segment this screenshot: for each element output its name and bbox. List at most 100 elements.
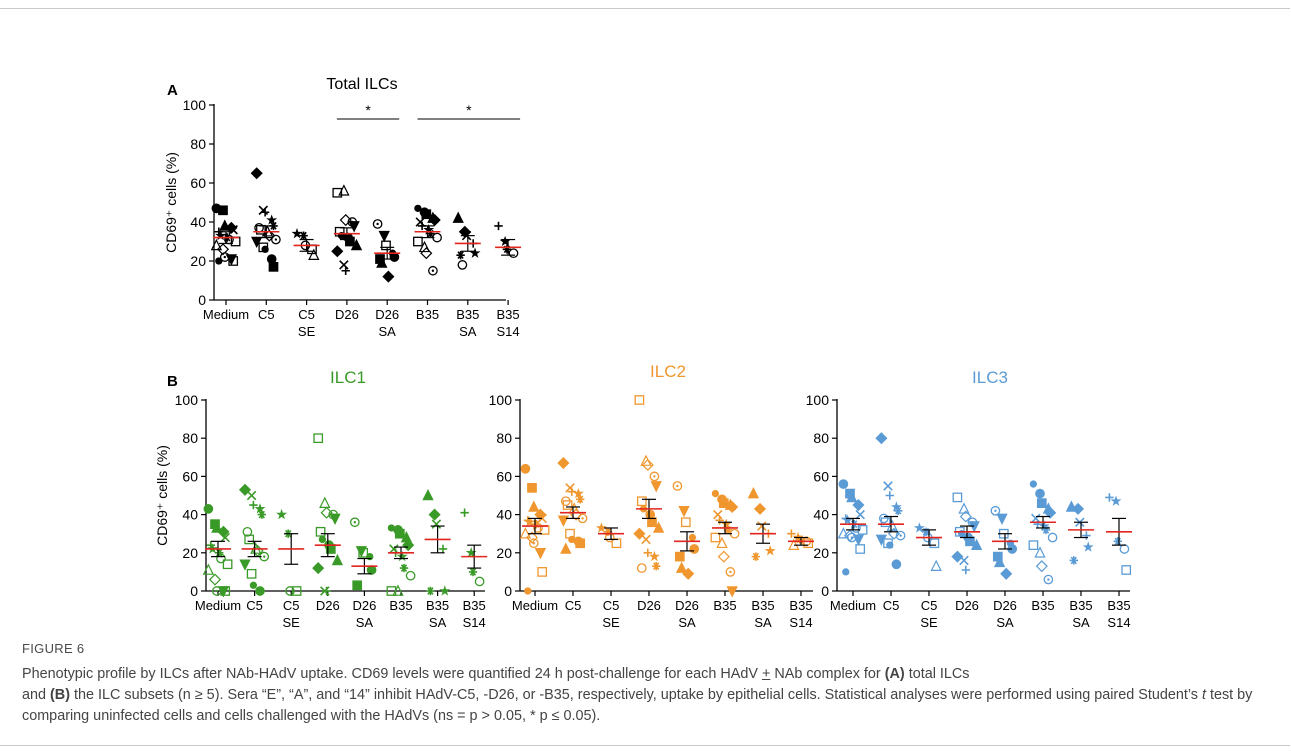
- data-point: [525, 531, 539, 544]
- data-point: [339, 260, 349, 270]
- y-tick-label: 60: [182, 468, 198, 484]
- data-point: [250, 167, 263, 180]
- x-tick-label: Medium: [203, 307, 249, 322]
- x-tick-label: C5: [246, 598, 263, 613]
- data-point: [965, 536, 975, 547]
- x-tick-label: Medium: [830, 598, 876, 613]
- data-point: [875, 432, 888, 445]
- data-point: [502, 245, 512, 254]
- point-dot: [223, 255, 226, 259]
- data-point: [315, 526, 326, 537]
- data-point: [312, 562, 325, 575]
- data-point: [567, 487, 576, 496]
- data-point: [557, 515, 570, 527]
- figure-frame: [0, 8, 1290, 746]
- data-point: [421, 209, 432, 220]
- data-point: [329, 513, 341, 525]
- data-point: [751, 552, 760, 561]
- data-point: [339, 214, 352, 227]
- data-point: [211, 521, 223, 533]
- data-point: [372, 219, 383, 229]
- data-point: [842, 514, 854, 525]
- data-point: [921, 527, 931, 536]
- data-point: [291, 227, 303, 239]
- data-point: [519, 527, 532, 539]
- caption-plus-minus: +: [761, 666, 771, 682]
- data-point: [318, 535, 327, 544]
- data-point: [210, 238, 223, 251]
- data-point: [394, 528, 405, 539]
- caption-text-4: and: [22, 687, 51, 703]
- data-point: [308, 248, 320, 260]
- data-point: [220, 586, 231, 596]
- x-tick-label: C5: [565, 598, 582, 613]
- significance-label: *: [466, 102, 472, 118]
- point-ring: [1043, 574, 1054, 585]
- data-point: [959, 510, 972, 523]
- x-tick-label: D26: [352, 598, 376, 613]
- data-point: [216, 243, 230, 256]
- y-tick-label: 80: [190, 136, 206, 152]
- panel-ilc3: ILC3 0 20 40 60 80 100 Medium C5 C5 SE D26 D26 SA B35 B…: [806, 368, 1132, 630]
- data-point: [299, 231, 308, 240]
- data-point: [1082, 531, 1091, 540]
- data-point: [376, 256, 388, 268]
- x-tick-label: B35: [426, 598, 449, 613]
- data-point: [381, 240, 391, 251]
- data-point: [913, 522, 925, 533]
- data-point: [1044, 506, 1057, 519]
- data-point: [389, 252, 400, 262]
- y-axis-label: CD69⁺ cells (%): [163, 152, 179, 253]
- data-point: [764, 545, 776, 556]
- data-point: [1082, 541, 1094, 552]
- data-point: [254, 503, 266, 514]
- data-point: [238, 483, 252, 496]
- data-point: [524, 587, 532, 595]
- data-point: [203, 504, 214, 514]
- x-tick-label: B35: [751, 598, 774, 613]
- y-tick-label: 60: [813, 468, 829, 484]
- data-point: [413, 236, 423, 247]
- data-point: [332, 187, 343, 198]
- data-point: [420, 247, 433, 260]
- data-point: [426, 229, 435, 238]
- data-point: [469, 247, 481, 258]
- point-ring: [349, 517, 360, 528]
- x-tick-label: B35: [389, 598, 412, 613]
- data-point: [378, 230, 390, 243]
- data-point: [320, 506, 333, 519]
- data-point: [228, 256, 239, 266]
- x-tick-label: SA: [754, 615, 772, 630]
- data-point: [723, 525, 733, 535]
- data-point: [603, 527, 613, 536]
- point-dot: [263, 555, 266, 558]
- point-dot: [676, 484, 679, 488]
- data-point: [266, 214, 278, 225]
- x-tick-label: SA: [356, 615, 374, 630]
- data-point: [575, 538, 586, 549]
- caption-ge: ≥: [194, 687, 203, 703]
- data-point: [382, 270, 395, 283]
- x-tick-label: SA: [459, 324, 477, 339]
- panel-label: A: [167, 82, 178, 99]
- data-point: [258, 205, 269, 216]
- data-point: [726, 500, 739, 514]
- x-tick-label: B35: [416, 307, 439, 322]
- point-dot: [1047, 578, 1050, 581]
- data-point: [560, 542, 572, 554]
- caption-ref-b: (B): [50, 687, 70, 703]
- caption-text-1: Phenotypic profile by ILCs after NAb-HAd…: [22, 666, 762, 682]
- x-tick-label: D26: [335, 307, 359, 322]
- data-point: [266, 254, 277, 264]
- data-point: [276, 508, 288, 520]
- data-point: [958, 502, 970, 514]
- caption-ref-a: (A): [884, 666, 905, 682]
- data-point: [261, 245, 269, 253]
- point-dot: [581, 517, 584, 520]
- data-point: [572, 487, 584, 499]
- data-point: [534, 547, 547, 560]
- y-tick-label: 40: [182, 507, 198, 523]
- data-point: [1113, 537, 1122, 546]
- x-tick-label: SE: [283, 615, 301, 630]
- data-point: [457, 260, 468, 270]
